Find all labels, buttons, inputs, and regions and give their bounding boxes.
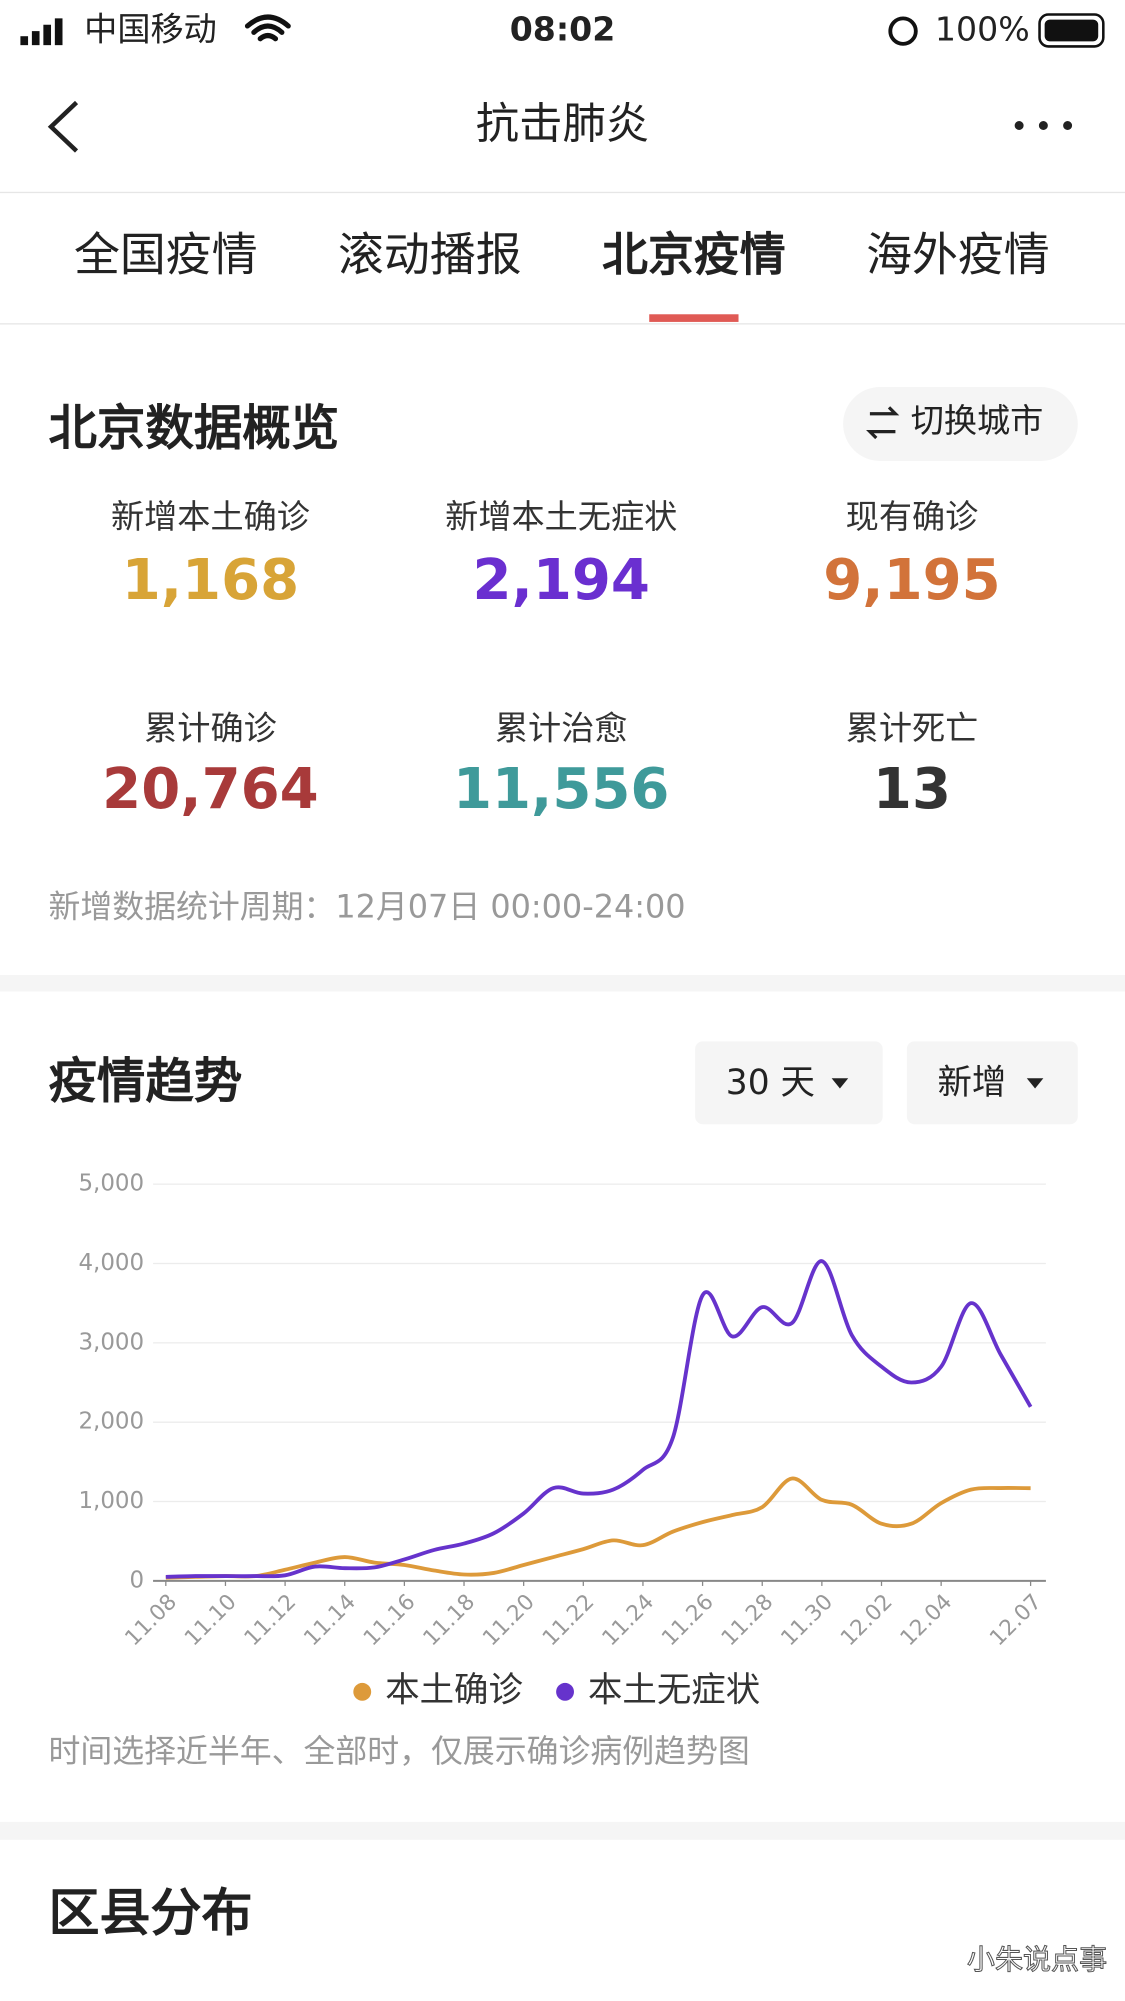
x-tick-label: 11.08 [120,1590,182,1652]
legend-swatch [556,1682,574,1701]
x-tick-label: 11.16 [359,1590,421,1652]
y-tick-label: 0 [130,1567,145,1593]
more-button[interactable] [1014,121,1073,130]
x-tick-label: 12.02 [836,1590,898,1652]
divider [0,191,1125,194]
clock: 08:02 [510,10,616,49]
x-tick-label: 11.22 [538,1590,600,1652]
tab-indicator [649,314,739,322]
signal-bar [31,31,40,46]
tab[interactable]: 海外疫情 [866,228,1050,282]
stat-value: 2,194 [472,548,649,613]
stat-label: 累计死亡 [846,709,979,748]
carrier: 中国移动 [84,10,217,49]
stat-value: 1,168 [122,548,299,613]
x-tick-label: 11.20 [478,1590,540,1652]
stat-value: 20,764 [102,757,319,822]
section-title: 北京数据概览 [48,401,339,457]
y-tick-label: 4,000 [78,1250,144,1276]
mode-label: 新增 [938,1063,1007,1103]
stat-value: 11,556 [453,757,670,822]
stat-label: 新增本土无症状 [445,497,677,536]
dot [1014,121,1024,130]
switch-icon [866,406,900,440]
x-tick-label: 11.12 [240,1590,302,1652]
stat-label: 新增本土确诊 [111,497,310,536]
x-tick-label: 12.04 [896,1590,958,1652]
stat-label: 现有确诊 [846,497,979,536]
section-title: 疫情趋势 [48,1054,242,1110]
stat-value: 9,195 [823,548,1000,613]
switch-city-label: 切换城市 [911,401,1044,440]
y-tick-label: 5,000 [78,1171,144,1197]
signal-bar [54,18,63,46]
series-line [165,1259,1033,1579]
legend-swatch [353,1682,372,1701]
trend-chart: 01,0002,0003,0004,0005,00011.0811.1011.1… [78,1171,1046,1711]
tab[interactable]: 滚动播报 [338,228,522,282]
stat-label: 累计确诊 [144,709,277,748]
x-tick-label: 11.26 [657,1590,719,1652]
section-gap [0,1821,1125,1840]
chart-note: 时间选择近半年、全部时，仅展示确诊病例趋势图 [48,1732,749,1770]
dot [1063,121,1073,130]
x-tick-label: 12.07 [985,1590,1047,1652]
x-tick-label: 11.24 [598,1590,660,1652]
switch-city-button[interactable] [843,386,1078,461]
dot [1038,121,1048,130]
stat-label: 累计治愈 [495,709,628,748]
signal-bar [43,24,52,46]
legend-label: 本土无症状 [588,1670,760,1710]
section-gap [0,974,1125,992]
x-tick-label: 11.14 [299,1590,361,1652]
tab[interactable]: 全国疫情 [74,228,258,282]
range-label: 30 天 [726,1063,815,1103]
range-dropdown[interactable] [695,1041,883,1125]
signal-bar [20,36,29,46]
y-tick-label: 2,000 [78,1409,144,1435]
legend-label: 本土确诊 [385,1670,523,1710]
watermark: 小朱说点事 [967,1943,1107,1976]
period-note: 新增数据统计周期：12月07日 00:00-24:00 [48,888,685,926]
dropdown-arrow [831,1078,849,1089]
x-tick-label: 11.18 [419,1590,481,1652]
series-line [165,1476,1031,1580]
section-title: 区县分布 [48,1884,252,1943]
y-tick-label: 1,000 [78,1488,144,1514]
status-bar: 中国移动 08:02 100% [20,10,1105,49]
tab[interactable]: 北京疫情 [602,228,786,282]
nav-title: 抗击肺炎 [476,99,649,149]
battery-frame [1038,13,1105,48]
wifi-icon [244,14,291,42]
stat-value: 13 [873,757,951,822]
mode-dropdown[interactable] [906,1041,1078,1125]
tab-bar: 全国疫情 滚动播报 北京疫情 海外疫情 [74,228,1050,322]
y-tick-label: 3,000 [78,1329,144,1355]
battery-level [1044,19,1099,42]
x-tick-label: 11.30 [776,1590,838,1652]
stats-grid: 新增本土确诊 1,168 新增本土无症状 2,194 现有确诊 9,195 累计确诊 20,7… [102,497,1001,822]
lock-icon [888,16,918,46]
divider [0,323,1125,325]
back-button[interactable] [47,100,79,153]
dropdown-arrow [1026,1078,1044,1089]
battery-percent: 100% [935,10,1030,49]
x-tick-label: 11.28 [717,1590,779,1652]
x-tick-label: 11.10 [180,1590,242,1652]
